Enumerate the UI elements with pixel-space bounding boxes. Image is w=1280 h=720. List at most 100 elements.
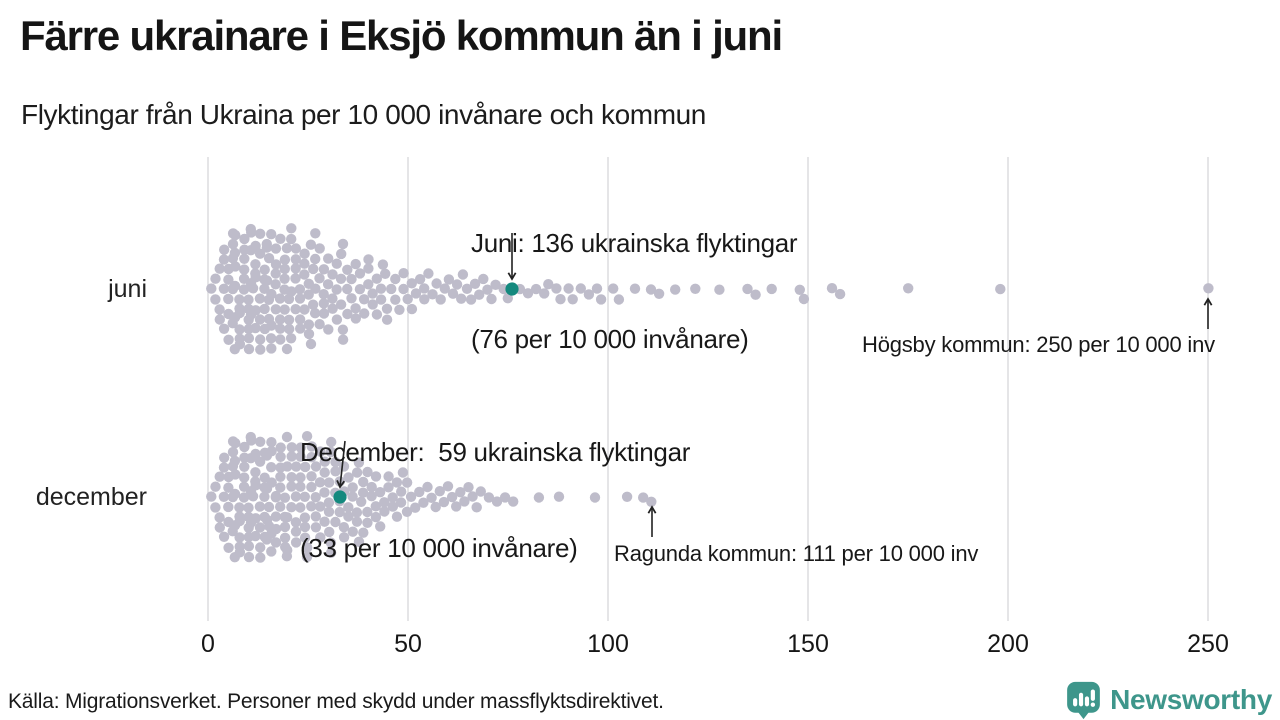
municipality-dot (406, 278, 417, 289)
municipality-dot (299, 258, 310, 269)
municipality-dot (229, 455, 241, 467)
municipality-dot (270, 490, 282, 502)
municipality-dot (266, 343, 277, 354)
municipality-dot (259, 264, 270, 275)
municipality-dot (379, 506, 390, 517)
municipality-dot (435, 294, 446, 305)
municipality-dot (331, 314, 343, 325)
municipality-dot (266, 320, 277, 331)
municipality-dot (275, 501, 286, 512)
municipality-dot (243, 294, 254, 305)
municipality-dot (370, 501, 381, 512)
municipality-dot (275, 442, 286, 453)
municipality-dot (210, 502, 221, 513)
municipality-dot (266, 446, 277, 457)
municipality-dot (275, 323, 286, 334)
municipality-dot (381, 303, 393, 314)
municipality-dot (474, 289, 485, 300)
newsworthy-logo-icon (1067, 681, 1100, 720)
chart-title: Färre ukrainare i Eksjö kommun än i juni (20, 12, 783, 59)
municipality-dot (306, 452, 317, 463)
newsworthy-logo: Newsworthy (1065, 680, 1272, 720)
municipality-dot (310, 253, 321, 265)
municipality-dot (223, 501, 234, 513)
municipality-dot (438, 496, 450, 508)
municipality-dot (279, 254, 291, 265)
municipality-dot (261, 514, 273, 526)
annotation-juni-line1: Juni: 136 ukrainska flyktingar (471, 228, 798, 258)
municipality-dot (343, 502, 354, 513)
municipality-dot (239, 441, 250, 453)
municipality-dot (279, 304, 290, 315)
municipality-dot (266, 437, 277, 448)
municipality-dot (210, 294, 221, 305)
municipality-dot (375, 283, 387, 294)
municipality-dot (270, 279, 281, 290)
municipality-dot (350, 303, 361, 314)
municipality-dot (290, 254, 301, 265)
municipality-dot (430, 501, 441, 513)
annotation-arrow-down (336, 440, 346, 489)
municipality-dot (406, 303, 418, 315)
municipality-dot (324, 526, 335, 538)
municipality-dot (223, 542, 234, 553)
municipality-dot (314, 273, 325, 284)
municipality-dot (391, 511, 403, 522)
municipality-dot (234, 502, 245, 513)
municipality-dot (214, 263, 225, 274)
municipality-dot (283, 314, 295, 325)
municipality-dot (383, 471, 394, 482)
municipality-dot (315, 501, 326, 512)
municipality-dot (380, 268, 391, 279)
municipality-dot (486, 293, 497, 305)
municipality-dot (246, 227, 257, 238)
municipality-dot (294, 293, 306, 304)
municipality-dot (286, 502, 297, 513)
municipality-dot (427, 289, 438, 300)
municipality-dot (508, 496, 519, 507)
municipality-dot (426, 492, 437, 503)
municipality-dot (533, 492, 545, 503)
municipality-dot (381, 314, 393, 325)
municipality-dot (362, 517, 373, 528)
municipality-dot (362, 506, 373, 518)
municipality-dot (331, 258, 342, 269)
municipality-dot (286, 233, 297, 245)
municipality-dot (223, 293, 234, 305)
municipality-dot (826, 283, 838, 294)
municipality-dot (295, 442, 306, 453)
municipality-dot (279, 492, 291, 503)
municipality-dot (342, 283, 353, 295)
municipality-dot (363, 263, 374, 274)
municipality-dot (270, 268, 281, 279)
municipality-dot (295, 472, 306, 483)
municipality-dot (398, 283, 409, 295)
municipality-dot (286, 481, 297, 492)
municipality-dot (608, 283, 619, 294)
municipality-dot (431, 278, 442, 289)
municipality-dot (279, 273, 290, 284)
municipality-dot (439, 283, 450, 294)
municipality-dot (394, 304, 405, 315)
municipality-dot (265, 333, 277, 344)
municipality-dot (337, 324, 349, 335)
municipality-dot (366, 481, 377, 493)
municipality-dot (350, 313, 361, 324)
municipality-dot (315, 446, 326, 457)
municipality-dot (214, 304, 225, 315)
row-label-december: december (35, 483, 147, 511)
municipality-dot (467, 491, 478, 502)
municipality-dot (356, 496, 367, 507)
municipality-dot (419, 283, 430, 294)
municipality-dot (218, 323, 230, 334)
municipality-dot (318, 289, 329, 300)
municipality-dot (218, 531, 230, 542)
municipality-dot (354, 284, 366, 295)
municipality-dot (551, 283, 562, 294)
municipality-dot (275, 471, 286, 482)
municipality-dot (589, 492, 601, 503)
municipality-dot (391, 477, 403, 488)
municipality-dot (395, 497, 407, 508)
municipality-dot (318, 264, 330, 275)
